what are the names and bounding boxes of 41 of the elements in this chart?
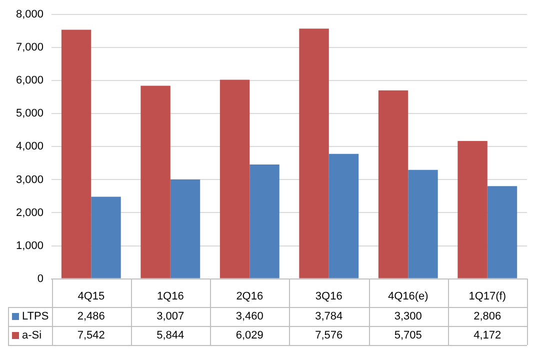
bar: [220, 80, 250, 278]
data-label: 3,007: [156, 310, 184, 323]
data-label: 3,300: [394, 310, 422, 323]
legend-label: LTPS: [22, 310, 49, 323]
y-tick-label: 5,000: [16, 108, 44, 120]
y-tick-label: 1,000: [16, 240, 44, 252]
data-label: 2,486: [77, 310, 105, 323]
y-tick-label: 3,000: [16, 174, 44, 186]
y-tick-label: 7,000: [16, 42, 44, 54]
data-label: 4,172: [474, 330, 502, 342]
y-tick-label: 2,000: [16, 206, 44, 219]
y-tick-label: 0: [37, 272, 44, 285]
bar: [487, 186, 518, 278]
x-tick-label: 3Q16: [315, 290, 342, 302]
x-tick-label: 1Q17(f): [468, 290, 506, 302]
bar: [458, 141, 488, 278]
bar: [328, 154, 359, 278]
legend-label: a-Si: [22, 330, 42, 342]
bar: [299, 28, 329, 278]
bar: [140, 86, 170, 278]
y-tick-label: 8,000: [16, 8, 44, 21]
x-tick-label: 1Q16: [156, 290, 184, 302]
bar: [170, 179, 200, 278]
x-tick-label: 4Q15: [78, 290, 105, 302]
bar: [91, 196, 121, 278]
data-label: 3,784: [315, 310, 343, 323]
data-label: 7,542: [77, 330, 105, 342]
y-tick-label: 4,000: [16, 140, 44, 153]
bar: [408, 170, 438, 278]
data-label: 6,029: [236, 330, 264, 342]
data-label: 7,576: [315, 330, 343, 342]
data-label: 5,844: [156, 330, 184, 342]
data-label: 5,705: [394, 330, 422, 342]
bar: [250, 164, 280, 278]
y-tick-label: 6,000: [16, 74, 44, 87]
data-label: 2,806: [474, 310, 502, 323]
x-tick-label: 4Q16(e): [388, 290, 428, 302]
bar: [61, 30, 92, 278]
x-tick-label: 2Q16: [236, 290, 264, 302]
bar: [378, 90, 408, 278]
data-label: 3,460: [236, 310, 264, 323]
